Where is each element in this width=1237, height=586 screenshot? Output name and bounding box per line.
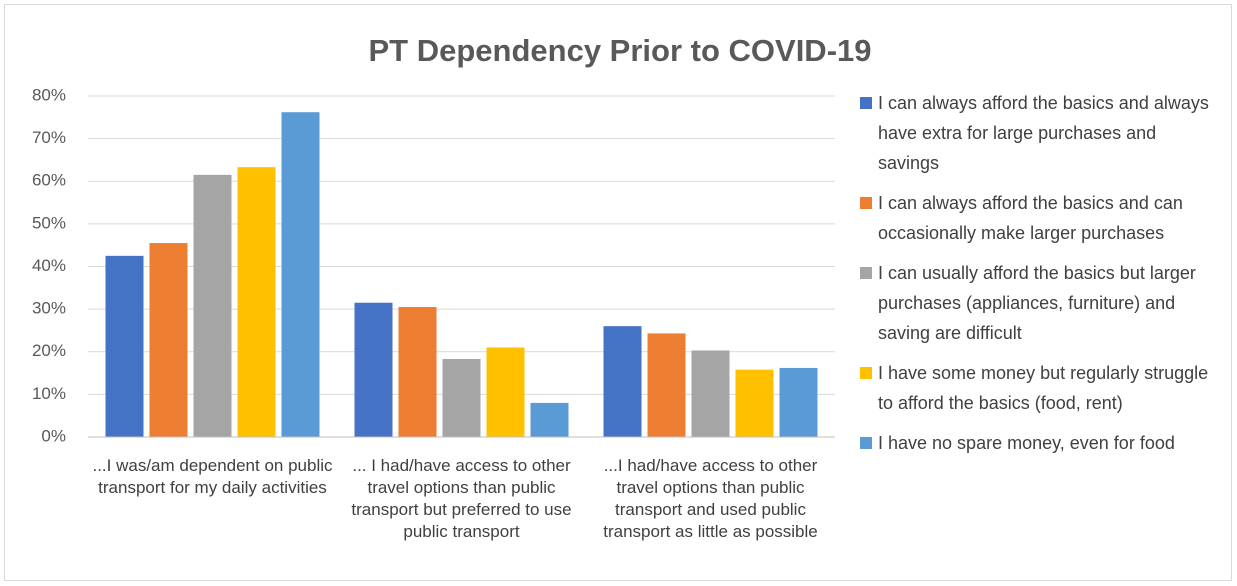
bar: [354, 302, 393, 437]
legend-label: I can usually afford the basics but larg…: [878, 263, 1196, 343]
y-tick-label: 80%: [32, 85, 66, 104]
legend-label: I can always afford the basics and can o…: [878, 193, 1183, 243]
bar: [691, 350, 730, 437]
legend-item: I can usually afford the basics but larg…: [860, 258, 1220, 348]
legend-swatch: [860, 437, 872, 449]
legend-swatch: [860, 197, 872, 209]
bar: [193, 174, 232, 437]
legend-item: I have no spare money, even for food: [860, 428, 1220, 458]
legend-label: I have some money but regularly struggle…: [878, 363, 1209, 413]
x-tick-label: ... I had/have access to other travel op…: [351, 456, 572, 541]
x-tick-label: ...I was/am dependent on public transpor…: [92, 456, 333, 497]
bar: [647, 333, 686, 437]
legend-item: I can always afford the basics and can o…: [860, 188, 1220, 248]
legend-swatch: [860, 97, 872, 109]
legend: I can always afford the basics and alway…: [860, 88, 1220, 458]
legend-swatch: [860, 267, 872, 279]
bar: [281, 112, 320, 437]
bar: [735, 369, 774, 437]
bar: [603, 326, 642, 437]
y-tick-label: 0%: [41, 426, 66, 445]
bar: [398, 306, 437, 437]
bar: [486, 347, 525, 437]
bar: [779, 367, 818, 437]
bar: [105, 255, 144, 437]
y-tick-label: 10%: [32, 384, 66, 403]
legend-item: I have some money but regularly struggle…: [860, 358, 1220, 418]
legend-label: I have no spare money, even for food: [878, 433, 1175, 453]
legend-label: I can always afford the basics and alway…: [878, 93, 1209, 173]
y-tick-label: 40%: [32, 256, 66, 275]
legend-item: I can always afford the basics and alway…: [860, 88, 1220, 178]
y-tick-label: 60%: [32, 171, 66, 190]
bar: [442, 358, 481, 437]
chart-title: PT Dependency Prior to COVID-19: [369, 33, 872, 68]
x-tick-label: ...I had/have access to other travel opt…: [603, 456, 818, 541]
bar: [149, 243, 188, 437]
y-tick-label: 20%: [32, 341, 66, 360]
y-tick-label: 50%: [32, 213, 66, 232]
bar: [530, 402, 569, 437]
bar: [237, 167, 276, 437]
legend-swatch: [860, 367, 872, 379]
y-tick-label: 30%: [32, 299, 66, 318]
y-tick-label: 70%: [32, 128, 66, 147]
